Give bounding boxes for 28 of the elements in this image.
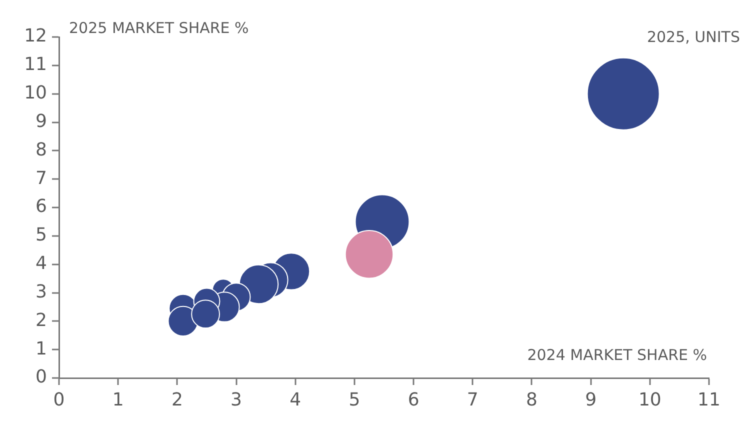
x-tick-label: 11: [698, 389, 720, 410]
y-tick-label: 0: [36, 366, 47, 388]
y-tick-label: 8: [36, 139, 47, 160]
y-tick-label: 2: [36, 310, 47, 331]
x-tick-label: 8: [526, 389, 538, 410]
x-tick-label: 0: [53, 389, 65, 410]
y-tick-label: 1: [36, 338, 47, 360]
y-tick-label: 12: [24, 26, 47, 47]
x-tick-label: 5: [348, 389, 360, 410]
y-tick-label: 11: [24, 54, 47, 76]
x-tick-label: 10: [638, 389, 662, 410]
y-tick-label: 10: [24, 82, 47, 104]
x-tick-label: 3: [230, 389, 242, 410]
y-tick-label: 3: [36, 281, 47, 302]
y-tick-label: 9: [36, 110, 47, 132]
y-axis-title: 2025 MARKET SHARE %: [69, 18, 249, 37]
x-tick-label: 4: [290, 389, 302, 410]
x-tick-label: 1: [112, 389, 124, 410]
y-tick-label: 7: [36, 168, 47, 189]
x-tick-label: 2: [171, 389, 183, 410]
x-tick-label: 6: [408, 389, 420, 410]
annotation: 2025, UNITS: [646, 28, 740, 46]
x-tick-label: 9: [585, 389, 597, 410]
y-tick-label: 5: [36, 224, 47, 246]
y-tick-label: 4: [36, 253, 47, 274]
x-tick-label: 7: [466, 389, 478, 410]
y-tick-label: 6: [36, 196, 47, 218]
x-axis-title: 2024 MARKET SHARE %: [527, 346, 707, 364]
